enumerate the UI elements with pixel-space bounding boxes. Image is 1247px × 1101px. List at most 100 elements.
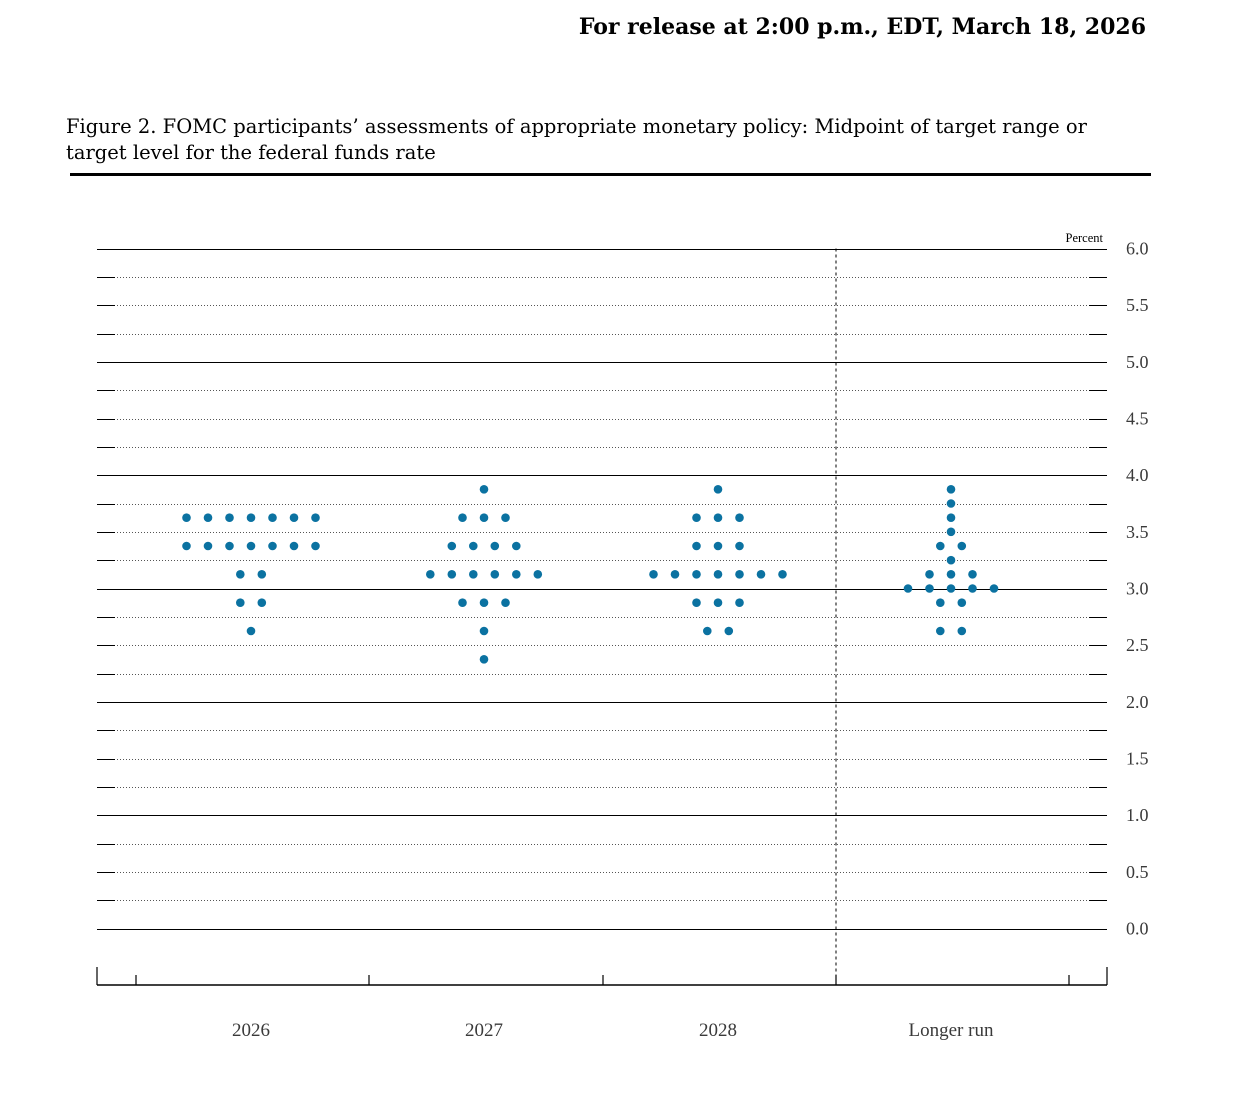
participant-dot — [268, 541, 277, 551]
participant-dot — [447, 541, 457, 551]
participant-dot — [989, 584, 999, 593]
participant-dot — [692, 541, 701, 551]
x-category-label: 2027 — [465, 1020, 503, 1041]
participant-dot — [311, 541, 320, 551]
participant-dot — [735, 570, 744, 579]
participant-dot — [469, 570, 478, 579]
participant-dot — [703, 626, 712, 636]
participant-dot — [289, 541, 299, 551]
y-tick-label: 2.5 — [1126, 635, 1149, 655]
participant-dot — [490, 541, 500, 551]
participant-dot — [670, 570, 680, 579]
participant-dot — [713, 598, 723, 607]
participant-dot — [490, 570, 500, 579]
participant-dot — [311, 513, 320, 522]
participant-dot — [257, 598, 267, 607]
participant-dot — [724, 626, 734, 636]
y-tick-label: 3.5 — [1126, 522, 1149, 542]
participant-dot — [257, 570, 267, 579]
participant-dot — [268, 513, 277, 522]
y-tick-label: 1.0 — [1126, 805, 1149, 825]
x-category-label: 2028 — [699, 1020, 737, 1041]
participant-dot — [236, 598, 245, 607]
participant-dot — [957, 598, 967, 607]
y-tick-label: 5.0 — [1126, 352, 1149, 372]
participant-dot — [735, 598, 744, 607]
participant-dot — [692, 570, 701, 579]
figure-title: Figure 2. FOMC participants’ assessments… — [66, 115, 1087, 164]
participant-dot — [925, 570, 934, 579]
participant-dot — [649, 570, 658, 579]
gridlines — [97, 248, 1107, 985]
participant-dot — [936, 541, 945, 551]
participant-dot — [203, 541, 213, 551]
participant-dot — [946, 499, 956, 508]
participant-dot — [512, 541, 521, 551]
participant-dot — [692, 598, 701, 607]
participant-dot — [289, 513, 299, 522]
participant-dot — [735, 513, 744, 522]
participant-dot — [458, 513, 467, 522]
title-rule — [70, 173, 1151, 176]
participant-dot — [501, 598, 510, 607]
y-tick-label: 1.5 — [1126, 749, 1149, 769]
participant-dot — [778, 570, 787, 579]
participant-dot — [182, 513, 191, 522]
participant-dot — [957, 626, 967, 636]
participant-dot — [479, 598, 489, 607]
y-tick-label: 4.5 — [1126, 409, 1149, 429]
participant-dot — [946, 555, 956, 565]
participant-dot — [469, 541, 478, 551]
participant-dot — [957, 541, 967, 551]
participant-dot — [479, 626, 489, 636]
participant-dot — [756, 570, 766, 579]
participant-dot — [925, 584, 934, 593]
release-notice: For release at 2:00 p.m., EDT, March 18,… — [578, 14, 1146, 40]
participant-dot — [246, 513, 256, 522]
participant-dot — [713, 541, 723, 551]
labels: 6.0 5.5 5.0 4.5 4.0 3.5 3.0 2.5 2.0 1.5 1.0 0.5 0.0 P… — [232, 231, 1149, 1041]
participant-dot — [946, 584, 956, 593]
participant-dot — [946, 513, 956, 522]
dots — [182, 485, 999, 664]
participant-dot — [713, 513, 723, 522]
participant-dot — [479, 655, 489, 664]
participant-dot — [246, 626, 256, 636]
y-tick-label: 5.5 — [1126, 295, 1149, 315]
participant-dot — [479, 513, 489, 522]
y-tick-label: 2.0 — [1126, 692, 1149, 712]
participant-dot — [246, 541, 256, 551]
y-tick-label: 3.0 — [1126, 579, 1149, 599]
participant-dot — [225, 513, 234, 522]
y-tick-label: 6.0 — [1126, 239, 1149, 259]
participant-dot — [968, 570, 977, 579]
participant-dot — [512, 570, 521, 579]
participant-dot — [903, 584, 913, 593]
participant-dot — [936, 598, 945, 607]
y-tick-label: 0.0 — [1126, 919, 1149, 939]
participant-dot — [501, 513, 510, 522]
participant-dot — [533, 570, 543, 579]
y-tick-label: 0.5 — [1126, 862, 1149, 882]
participant-dot — [203, 513, 213, 522]
participant-dot — [458, 598, 467, 607]
participant-dot — [236, 570, 245, 579]
participant-dot — [713, 570, 723, 579]
participant-dot — [713, 485, 723, 494]
participant-dot — [946, 485, 956, 494]
x-category-label: Longer run — [909, 1020, 994, 1041]
participant-dot — [968, 584, 977, 593]
participant-dot — [225, 541, 234, 551]
y-tick-label: 4.0 — [1126, 465, 1149, 485]
participant-dot — [735, 541, 744, 551]
participant-dot — [946, 527, 956, 537]
unit-label: Percent — [1066, 231, 1104, 245]
participant-dot — [936, 626, 945, 636]
participant-dot — [479, 485, 489, 494]
axes — [96, 967, 1108, 986]
participant-dot — [692, 513, 701, 522]
participant-dot — [946, 570, 956, 579]
x-category-label: 2026 — [232, 1020, 270, 1041]
participant-dot — [182, 541, 191, 551]
